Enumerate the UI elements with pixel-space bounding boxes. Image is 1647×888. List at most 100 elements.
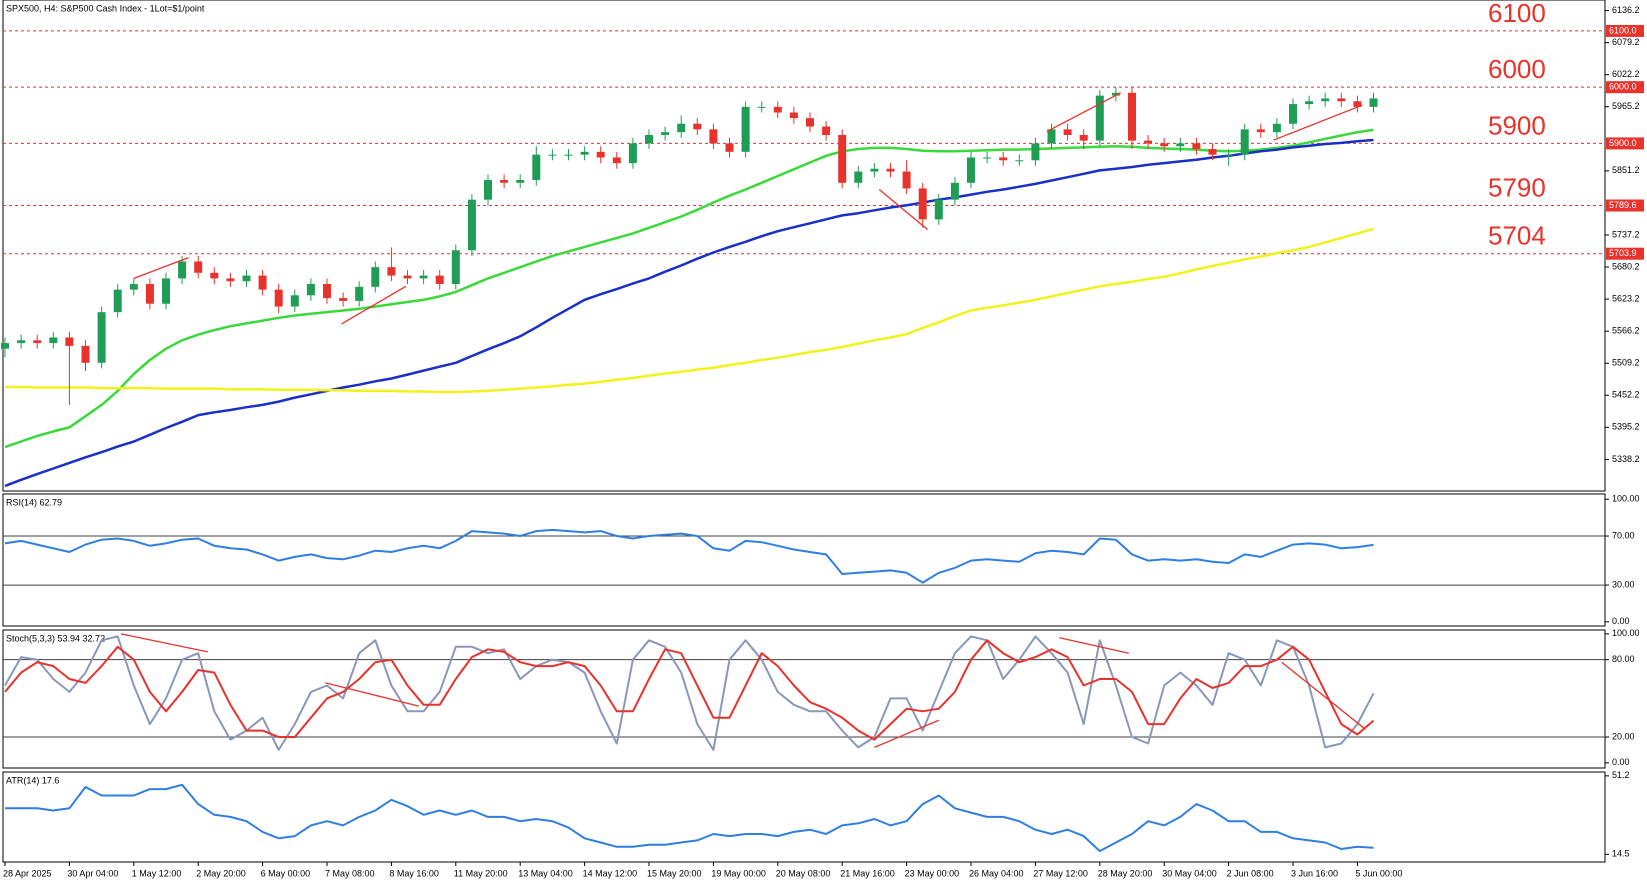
y-tick-label: 0.00 — [1612, 757, 1630, 767]
chart-title: SPX500, H4: S&P500 Cash Index - 1Lot=$1/… — [6, 3, 205, 13]
trendline — [120, 633, 208, 653]
panel-frame — [2, 771, 1606, 863]
candle-body — [1305, 101, 1314, 105]
candle-body — [532, 154, 541, 180]
candle-body — [1224, 154, 1233, 156]
candle-body — [886, 168, 895, 172]
candle-body — [1321, 98, 1330, 102]
level-annotation: 5900 — [1488, 110, 1546, 140]
level-tag — [1606, 81, 1644, 94]
level-annotation: 6100 — [1488, 0, 1546, 28]
candle-body — [387, 267, 396, 276]
candle-body — [516, 179, 525, 183]
y-tick-label: 100.00 — [1612, 628, 1640, 638]
candle-body — [757, 106, 766, 108]
level-tag-label: 5703.9 — [1609, 248, 1637, 258]
level-annotation: 5790 — [1488, 172, 1546, 202]
candle-body — [709, 129, 718, 144]
y-tick-label: 6022.2 — [1612, 69, 1640, 79]
candle-body — [467, 199, 476, 251]
candle-body — [950, 182, 959, 200]
candle-body — [596, 151, 605, 158]
level-tag — [1606, 24, 1644, 37]
level-tag-label: 5789.6 — [1609, 200, 1637, 210]
candle-body — [226, 278, 235, 282]
series-line — [5, 783, 1374, 853]
candle-body — [113, 289, 122, 313]
y-tick-label: 80.00 — [1612, 654, 1635, 664]
series-line — [4, 138, 1374, 488]
candle-body — [1160, 143, 1169, 147]
candle-body — [1, 343, 9, 349]
x-tick-label: 26 May 04:00 — [969, 868, 1024, 878]
candle-body — [162, 278, 170, 304]
indicator-title: Stoch(5,3,3) 53.94 32.72 — [6, 633, 105, 643]
y-tick-label: 5680.2 — [1612, 261, 1640, 271]
candle-body — [1192, 143, 1201, 150]
trendline — [878, 189, 928, 230]
y-tick-label: 5509.2 — [1612, 358, 1640, 368]
level-tag-label: 5900.0 — [1609, 138, 1637, 148]
y-tick-label: 0.00 — [1612, 616, 1630, 626]
x-tick-label: 2 May 20:00 — [196, 868, 246, 878]
level-tag-label: 6100.0 — [1609, 25, 1637, 35]
candle-body — [242, 275, 251, 282]
y-tick-label: 5452.2 — [1612, 390, 1640, 400]
series-line — [4, 528, 1374, 584]
trendline — [1281, 661, 1366, 730]
x-tick-label: 2 Jun 08:00 — [1227, 868, 1274, 878]
candle-body — [210, 272, 219, 279]
candle-body — [371, 267, 380, 287]
x-tick-label: 7 May 08:00 — [325, 868, 375, 878]
panel-frame — [2, 493, 1606, 627]
level-tag — [1606, 199, 1644, 212]
candle-body — [789, 112, 798, 119]
candle-body — [1111, 92, 1120, 96]
y-tick-label: 20.00 — [1612, 731, 1635, 741]
x-tick-label: 20 May 08:00 — [776, 868, 831, 878]
series-line — [4, 639, 1375, 741]
panel-frame — [2, 629, 1606, 769]
candle-body — [741, 106, 750, 152]
x-tick-label: 3 Jun 16:00 — [1291, 868, 1338, 878]
candle-body — [967, 157, 975, 183]
candle-body — [33, 340, 42, 344]
level-annotation: 6000 — [1488, 54, 1546, 84]
y-tick-label: 6136.2 — [1612, 5, 1640, 15]
series-line — [5, 227, 1374, 394]
x-tick-label: 15 May 20:00 — [647, 868, 702, 878]
level-annotation: 5704 — [1488, 221, 1546, 251]
candle-body — [500, 179, 509, 183]
candle-body — [870, 168, 879, 172]
candle-body — [806, 118, 814, 127]
candle-body — [306, 284, 315, 296]
candle-body — [1337, 98, 1346, 102]
candle-body — [451, 250, 460, 285]
x-tick-label: 13 May 04:00 — [518, 868, 573, 878]
trendline — [341, 285, 407, 325]
candle-body — [1144, 140, 1153, 144]
y-tick-label: 5395.2 — [1612, 422, 1640, 432]
candle-body — [918, 188, 927, 220]
x-tick-label: 30 Apr 04:00 — [67, 868, 118, 878]
candle-body — [339, 298, 348, 301]
candle-body — [1240, 129, 1249, 155]
candle-body — [822, 126, 831, 135]
trendline — [1059, 637, 1129, 654]
candle-body — [258, 275, 267, 290]
candle-body — [1063, 129, 1072, 135]
candle-body — [1015, 160, 1024, 162]
y-tick-label: 5851.2 — [1612, 165, 1640, 175]
x-tick-label: 14 May 12:00 — [583, 868, 638, 878]
candle-body — [290, 295, 299, 307]
series-line — [4, 635, 1375, 751]
candle-body — [435, 275, 444, 285]
x-tick-label: 11 May 20:00 — [454, 868, 508, 878]
candle-body — [580, 151, 589, 155]
x-tick-label: 27 May 12:00 — [1033, 868, 1088, 878]
candle-body — [1353, 101, 1362, 107]
x-tick-label: 8 May 16:00 — [389, 868, 439, 878]
trendline — [1273, 104, 1363, 141]
candle-body — [178, 261, 187, 279]
candle-body — [419, 275, 428, 279]
